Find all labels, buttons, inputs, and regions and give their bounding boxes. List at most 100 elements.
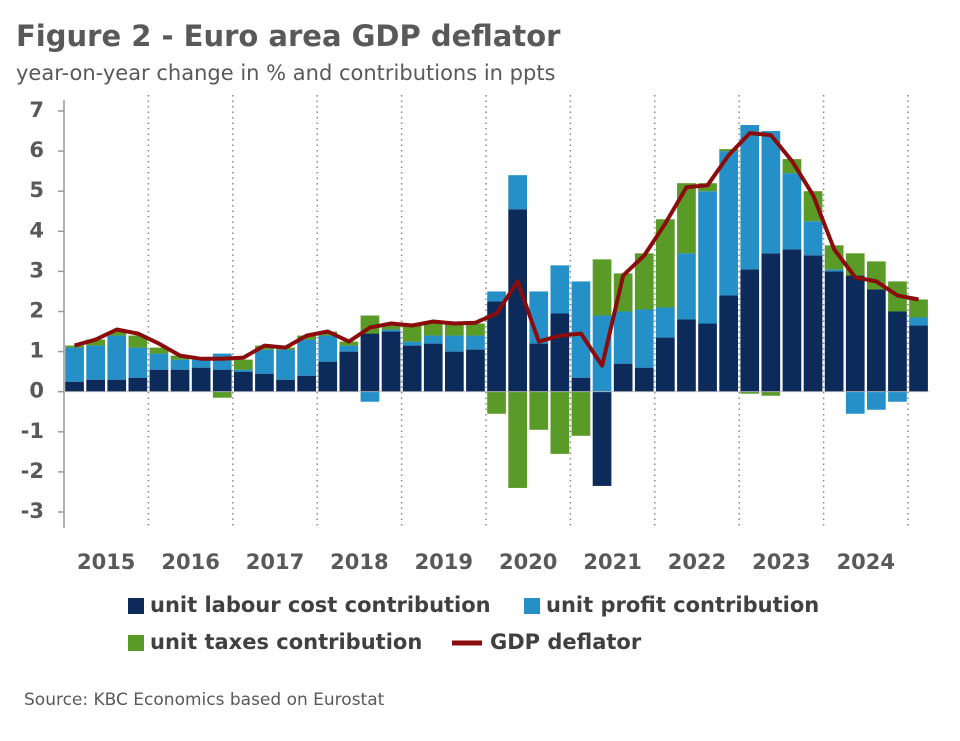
bar-segment [255, 349, 274, 374]
bar-segment [592, 259, 612, 316]
bar-segment [487, 301, 506, 392]
bar-segment [255, 373, 274, 392]
bar-segment [297, 339, 316, 376]
bar-segment [782, 249, 802, 392]
y-tick-label: 7 [29, 98, 44, 122]
bar-segment [445, 351, 464, 392]
bar-segment [445, 335, 464, 352]
bar-segment [550, 391, 570, 454]
bar-segment [107, 335, 127, 380]
bar-segment [571, 391, 591, 436]
x-tick-label: 2016 [161, 550, 219, 574]
x-tick-label: 2019 [415, 550, 473, 574]
bar-segment [845, 253, 865, 276]
bar-segment [170, 369, 190, 392]
bar-segment [107, 379, 127, 392]
x-tick-label: 2017 [246, 550, 304, 574]
bar-segment [65, 345, 84, 348]
x-tick-label: 2021 [583, 550, 641, 574]
x-tick-label: 2024 [837, 550, 895, 574]
bar-segment [508, 391, 527, 488]
source-note: Source: KBC Economics based on Eurostat [24, 690, 385, 710]
legend-label: GDP deflator [490, 630, 642, 654]
bar-segment [65, 381, 84, 392]
bar-segment [191, 367, 211, 392]
bar-segment [782, 173, 802, 250]
bar-segment [571, 377, 591, 392]
x-tick-label: 2022 [668, 550, 726, 574]
bar-segment [571, 281, 591, 378]
bar-segment [402, 341, 422, 346]
legend-swatch [128, 635, 144, 651]
bar-segment [149, 353, 169, 370]
bar-segment [234, 371, 253, 392]
bar-segment [128, 377, 148, 392]
bar-segment [276, 349, 295, 380]
bar-segment [592, 315, 612, 392]
bar-segment [909, 299, 928, 318]
y-tick-label: 0 [29, 379, 44, 403]
bar-segment [719, 149, 738, 152]
bar-segment [845, 391, 865, 414]
bar-segment [719, 151, 738, 296]
bar-segment [128, 347, 148, 378]
bar-segment [592, 391, 612, 486]
bar-segment [529, 343, 549, 392]
bar-segment [909, 325, 928, 392]
bar-segment [381, 325, 401, 330]
bar-segment [550, 265, 570, 314]
y-tick-label: 1 [29, 339, 44, 363]
bar-segment [65, 347, 84, 382]
bar-segment [297, 375, 316, 392]
bar-segment [149, 369, 169, 392]
y-tick-label: -1 [21, 419, 44, 443]
bar-segment [508, 175, 527, 210]
bar-segment [803, 221, 823, 256]
legend-label: unit profit contribution [546, 593, 819, 617]
legend-label: unit taxes contribution [150, 630, 422, 654]
bar-segment [86, 379, 105, 392]
bar-segment [318, 361, 338, 392]
bar-segment [234, 359, 253, 370]
legend-swatch [524, 598, 540, 614]
bar-segment [677, 253, 696, 320]
bar-segment [191, 359, 211, 368]
bar-segment [761, 131, 781, 254]
chart-subtitle: year-on-year change in % and contributio… [16, 61, 556, 85]
bar-segment [466, 335, 485, 350]
legend-label: unit labour cost contribution [150, 593, 491, 617]
bar-segment [381, 331, 401, 392]
y-tick-label: 5 [29, 178, 44, 202]
bar-segment [677, 183, 696, 254]
bar-segment [656, 307, 675, 338]
bar-segment [508, 209, 527, 392]
bar-segment [803, 255, 823, 392]
bar-segment [698, 323, 717, 392]
bar-segment [740, 391, 760, 394]
bar-segment [402, 325, 422, 342]
bar-segment [529, 391, 549, 430]
bar-segment [740, 269, 760, 392]
bar-segment [423, 335, 443, 344]
x-tick-label: 2018 [330, 550, 388, 574]
bar-segment [149, 347, 169, 354]
bar-segment [634, 309, 654, 368]
bar-segment [634, 253, 654, 310]
bar-segment [656, 219, 675, 308]
bar-segment [867, 391, 886, 410]
bar-segment [234, 369, 253, 372]
bar-segment [423, 323, 443, 336]
bar-segment [740, 125, 760, 270]
legend: unit labour cost contribution unit profit… [128, 593, 819, 654]
bar-segment [128, 335, 148, 348]
bar-segment [423, 343, 443, 392]
bar-segment [867, 289, 886, 392]
legend-swatch [128, 598, 144, 614]
bar-segment [824, 269, 844, 272]
x-tick-label: 2020 [499, 550, 557, 574]
y-tick-label: -3 [21, 499, 44, 523]
bar-segment [487, 391, 506, 414]
bar-segment [86, 339, 105, 346]
bar-segment [634, 367, 654, 392]
